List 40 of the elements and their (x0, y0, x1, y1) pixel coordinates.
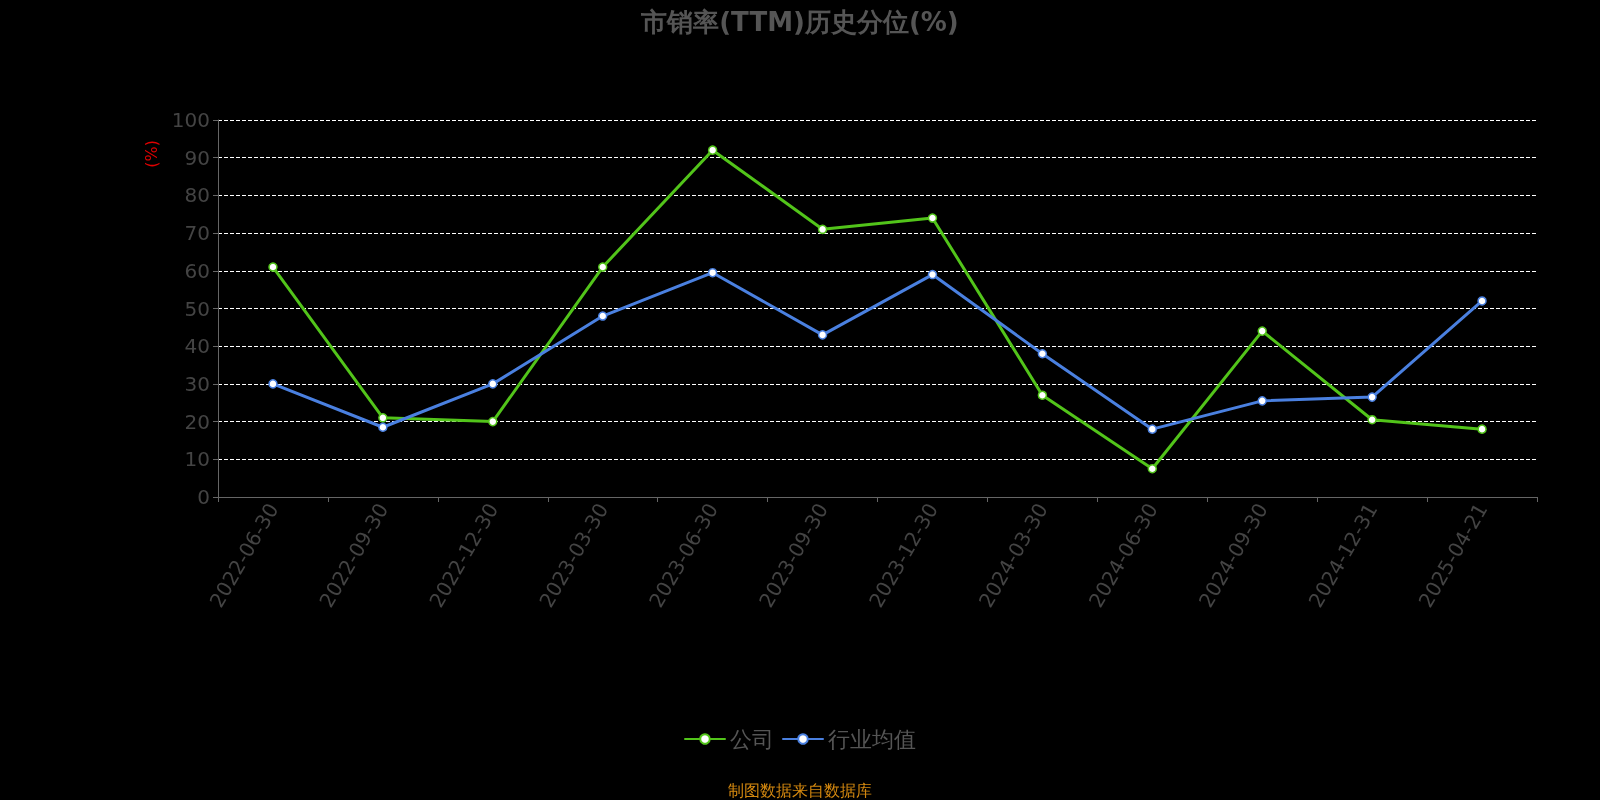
point (1477, 424, 1487, 434)
y-tick-label: 90 (184, 145, 210, 170)
chart-title: 市销率(TTM)历史分位(%) (640, 7, 959, 37)
point (1147, 424, 1158, 434)
y-tick-label: 80 (184, 183, 210, 208)
y-tick-label: 0 (197, 485, 210, 509)
y-tick-label: 70 (184, 221, 210, 246)
point (488, 379, 498, 389)
point (1147, 463, 1158, 474)
point (1037, 348, 1048, 359)
point (1367, 392, 1377, 402)
point (597, 311, 608, 321)
point (817, 330, 828, 340)
y-tick-label: 40 (184, 334, 210, 359)
point (817, 224, 828, 235)
point (707, 267, 718, 278)
y-tick-label: 20 (184, 409, 210, 434)
point (1257, 396, 1267, 406)
point (378, 422, 388, 432)
point (268, 379, 278, 389)
point (1257, 326, 1267, 336)
point (378, 413, 388, 423)
y-tick-label: 10 (184, 447, 210, 472)
point (707, 145, 718, 155)
point (1477, 296, 1487, 306)
y-tick-label: 30 (184, 371, 210, 396)
point (927, 269, 938, 280)
y-tick-label: 60 (184, 258, 210, 283)
y-axis-title: (%) (141, 140, 161, 168)
point (488, 416, 498, 427)
point (927, 213, 938, 223)
point (268, 262, 278, 272)
text: 制图数据来自数据库 (728, 780, 872, 800)
point (1367, 414, 1377, 425)
legend-label: 公司 (730, 726, 774, 752)
y-tick-label: 100 (171, 108, 210, 132)
point (597, 262, 608, 272)
point (1037, 390, 1048, 400)
y-tick-label: 50 (184, 296, 210, 321)
legend-label: 行业均值 (828, 726, 916, 752)
